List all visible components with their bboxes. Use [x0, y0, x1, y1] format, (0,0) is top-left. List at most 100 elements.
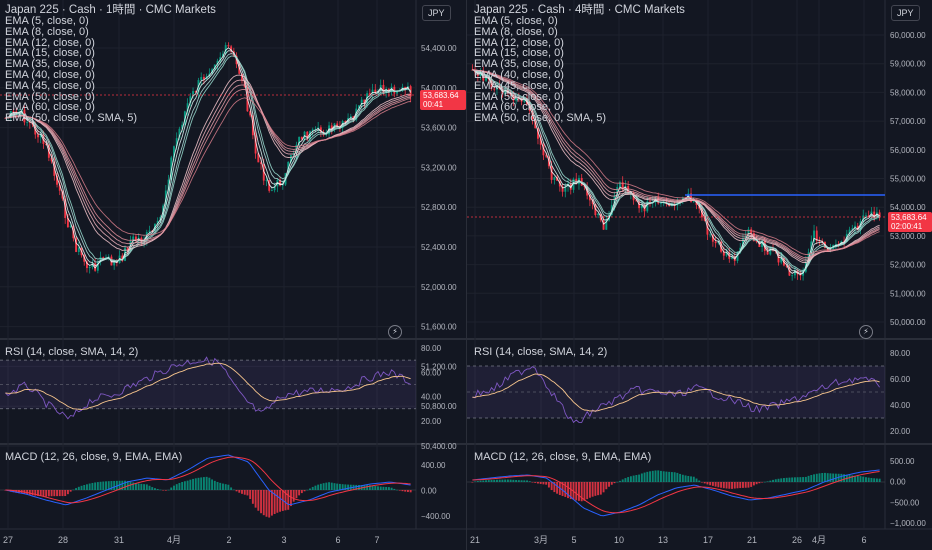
indicator-ema-60[interactable]: EMA (60, close, 0) — [474, 101, 564, 114]
macd-histogram-bar — [856, 475, 859, 482]
candle-body — [621, 182, 624, 190]
macd-histogram-bar — [333, 483, 336, 490]
macd-histogram-bar — [810, 475, 813, 482]
legend-4h: Japan 225 · Cash · 4時間 · CMC Markets EMA… — [474, 4, 685, 124]
indicator-ema-12[interactable]: EMA (12, close, 0) — [5, 36, 95, 49]
candle-body — [124, 247, 126, 261]
indicator-ema-5[interactable]: EMA (5, close, 0) — [474, 15, 558, 27]
indicator-ema-40[interactable]: EMA (40, close, 0) — [5, 68, 95, 81]
macd-histogram-bar — [173, 485, 175, 490]
macd-histogram-bar — [774, 479, 777, 482]
macd-histogram-bar — [241, 490, 243, 494]
rsi-tick-label: 60.00 — [890, 375, 911, 384]
indicator-ema-8[interactable]: EMA (8, close, 0) — [5, 25, 89, 38]
chart-title[interactable]: Japan 225 · Cash · 4時間 · CMC Markets — [474, 4, 685, 16]
time-label: 21 — [747, 535, 757, 545]
rsi-tick-label: 40.00 — [890, 401, 911, 410]
candle-body — [393, 86, 396, 94]
indicator-ema-40[interactable]: EMA (40, close, 0) — [474, 68, 564, 81]
time-label: 13 — [658, 535, 668, 545]
candle-body — [300, 136, 303, 140]
time-label: 5 — [571, 535, 576, 545]
macd-histogram-bar — [382, 486, 385, 490]
candle-body — [238, 64, 241, 74]
indicator-ema-50-sma[interactable]: EMA (50, close, 0, SMA, 5) — [5, 112, 138, 125]
indicator-ema-45[interactable]: EMA (45, close, 0) — [474, 79, 564, 92]
macd-histogram-bar — [515, 480, 518, 482]
macd-legend[interactable]: MACD (12, 26, close, 9, EMA, EMA) — [5, 451, 183, 463]
indicator-ema-5[interactable]: EMA (5, close, 0) — [5, 15, 89, 27]
chart-canvas-1h[interactable]: 54,400.00 54,000.00 53,600.00 53,200.00 52,8… — [0, 0, 466, 550]
price-tick-label: 55,000.00 — [890, 175, 926, 184]
macd-histogram-bar — [496, 479, 498, 482]
macd-histogram-bar — [487, 480, 490, 482]
indicator-ema-12[interactable]: EMA (12, close, 0) — [474, 36, 564, 49]
macd-histogram-bar — [662, 471, 665, 482]
current-price-label: 53,683.64 00:41 — [420, 90, 466, 110]
chart-panel-4h[interactable]: 60,000.00 59,000.00 58,000.00 57,000.00 56,0… — [466, 0, 932, 550]
macd-histogram-bar — [657, 470, 660, 482]
indicator-ema-35[interactable]: EMA (35, close, 0) — [5, 58, 95, 71]
indicator-ema-8[interactable]: EMA (8, close, 0) — [474, 25, 558, 38]
macd-legend[interactable]: MACD (12, 26, close, 9, EMA, EMA) — [474, 451, 652, 463]
currency-button[interactable]: JPY — [422, 5, 451, 21]
chart-title[interactable]: Japan 225 · Cash · 1時間 · CMC Markets — [5, 4, 216, 16]
macd-histogram-bar — [526, 480, 528, 482]
macd-histogram-bar — [175, 484, 178, 490]
macd-histogram-bar — [654, 470, 657, 482]
macd-histogram-bar — [791, 477, 794, 482]
macd-histogram-bar — [178, 482, 181, 490]
lightning-icon[interactable]: ⚡ — [859, 325, 873, 339]
macd-histogram-bar — [608, 482, 610, 487]
candle-body — [39, 134, 42, 138]
indicator-ema-15[interactable]: EMA (15, close, 0) — [5, 47, 95, 60]
candle-body — [662, 202, 665, 204]
macd-histogram-bar — [69, 490, 72, 492]
macd-histogram-bar — [829, 473, 832, 482]
macd-histogram-bar — [640, 473, 643, 482]
macd-histogram-bar — [545, 482, 548, 485]
candle-body — [859, 221, 862, 230]
macd-histogram-bar — [755, 482, 758, 485]
candle-body — [539, 138, 542, 145]
macd-histogram-bar — [504, 479, 507, 482]
chart-canvas-4h[interactable]: 60,000.00 59,000.00 58,000.00 57,000.00 56,0… — [467, 0, 932, 550]
chart-panel-1h[interactable]: 54,400.00 54,000.00 53,600.00 53,200.00 52,8… — [0, 0, 466, 550]
macd-histogram-bar — [821, 472, 824, 482]
rsi-band — [0, 360, 416, 409]
candle-body — [485, 77, 487, 81]
candle-body — [88, 266, 91, 269]
candle-body — [766, 250, 769, 255]
ema-line — [5, 97, 411, 236]
macd-histogram-bar — [681, 474, 684, 482]
rsi-legend[interactable]: RSI (14, close, SMA, 14, 2) — [474, 346, 608, 358]
rsi-legend[interactable]: RSI (14, close, SMA, 14, 2) — [5, 346, 139, 358]
candle-body — [545, 155, 548, 157]
indicator-ema-45[interactable]: EMA (45, close, 0) — [5, 79, 95, 92]
indicator-ema-15[interactable]: EMA (15, close, 0) — [474, 47, 564, 60]
indicator-ema-50[interactable]: EMA (50, close, 0) — [474, 90, 564, 103]
macd-signal-line — [472, 471, 880, 514]
macd-histogram-bar — [588, 482, 591, 498]
candle-body — [121, 255, 124, 261]
currency-button[interactable]: JPY — [891, 5, 920, 21]
price-tick-label: 51,200.00 — [421, 362, 457, 371]
indicator-ema-50[interactable]: EMA (50, close, 0) — [5, 90, 95, 103]
indicator-ema-60[interactable]: EMA (60, close, 0) — [5, 101, 95, 114]
macd-histogram-bar — [482, 480, 485, 482]
macd-histogram-bar — [50, 490, 53, 497]
macd-histogram-bar — [319, 483, 322, 490]
candle-body — [181, 124, 184, 129]
macd-signal-line — [5, 456, 411, 504]
macd-histogram-bar — [325, 482, 328, 490]
macd-histogram-bar — [292, 490, 295, 502]
candle-body — [241, 73, 243, 81]
candle-body — [627, 186, 630, 194]
time-label: 10 — [614, 535, 624, 545]
macd-histogram-bar — [646, 471, 649, 482]
lightning-icon[interactable]: ⚡ — [388, 325, 402, 339]
price-tick-label: 51,000.00 — [890, 289, 926, 298]
indicator-ema-35[interactable]: EMA (35, close, 0) — [474, 58, 564, 71]
candle-body — [330, 125, 333, 130]
indicator-ema-50-sma[interactable]: EMA (50, close, 0, SMA, 5) — [474, 112, 607, 125]
